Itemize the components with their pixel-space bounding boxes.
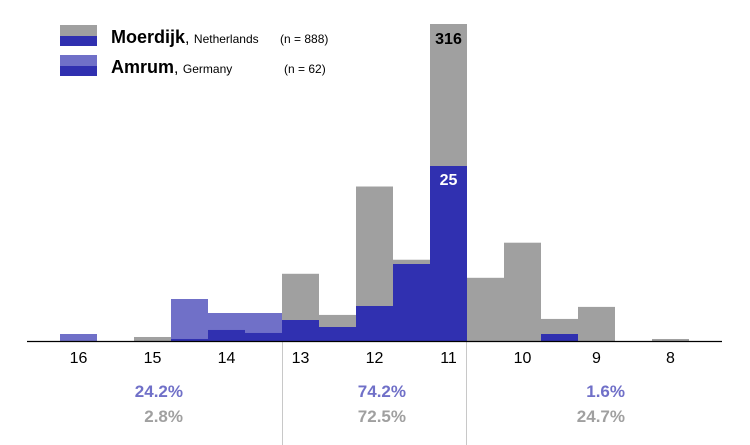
bar-overlap <box>208 329 245 341</box>
bar-amrum <box>171 299 208 341</box>
legend-amrum-region: Germany <box>182 62 233 76</box>
legend-amrum: Amrum, Germany <box>111 57 233 77</box>
bar-overlap <box>541 334 578 341</box>
bar-overlap <box>319 327 356 341</box>
bar-moerdijk <box>134 336 171 341</box>
percent-moerdijk: 2.8% <box>144 407 183 426</box>
bar-overlap <box>245 332 282 341</box>
bar-amrum <box>60 334 97 341</box>
legend-amrum-n: (n = 62) <box>284 62 326 76</box>
percent-amrum: 74.2% <box>358 382 406 401</box>
bar-overlap <box>171 338 208 341</box>
legend-moerdijk-region: Netherlands <box>193 32 259 46</box>
x-tick-label: 9 <box>592 350 601 367</box>
data-label-amrum: 25 <box>440 172 458 189</box>
bar-moerdijk <box>578 306 615 341</box>
percent-amrum: 1.6% <box>586 382 625 401</box>
bar-moerdijk <box>467 277 504 341</box>
x-tick-label: 12 <box>366 350 384 367</box>
percent-moerdijk: 72.5% <box>358 407 406 426</box>
bar-overlap <box>282 320 319 341</box>
x-tick-label: 10 <box>514 350 532 367</box>
data-label-moerdijk: 316 <box>435 31 462 48</box>
x-tick-label: 15 <box>144 350 162 367</box>
bar-overlap <box>430 166 467 341</box>
x-tick-label: 16 <box>70 350 88 367</box>
legend-moerdijk-n: (n = 888) <box>280 32 329 46</box>
x-tick-label: 14 <box>218 350 236 367</box>
percent-amrum: 24.2% <box>135 382 183 401</box>
bar-overlap <box>393 264 430 341</box>
legend-swatch-moerdijk <box>60 25 97 46</box>
legend-amrum-name: Amrum <box>111 57 175 77</box>
legend-swatch-amrum <box>60 55 97 76</box>
percent-moerdijk: 24.7% <box>577 407 625 426</box>
legend-moerdijk: Moerdijk, Netherlands <box>111 27 259 47</box>
bar-moerdijk <box>504 242 541 341</box>
x-tick-label: 8 <box>666 350 675 367</box>
legend-moerdijk-name: Moerdijk <box>111 27 186 47</box>
bar-overlap <box>356 306 393 341</box>
x-tick-label: 13 <box>292 350 310 367</box>
bar-moerdijk <box>652 338 689 341</box>
x-tick-label: 11 <box>440 350 457 367</box>
